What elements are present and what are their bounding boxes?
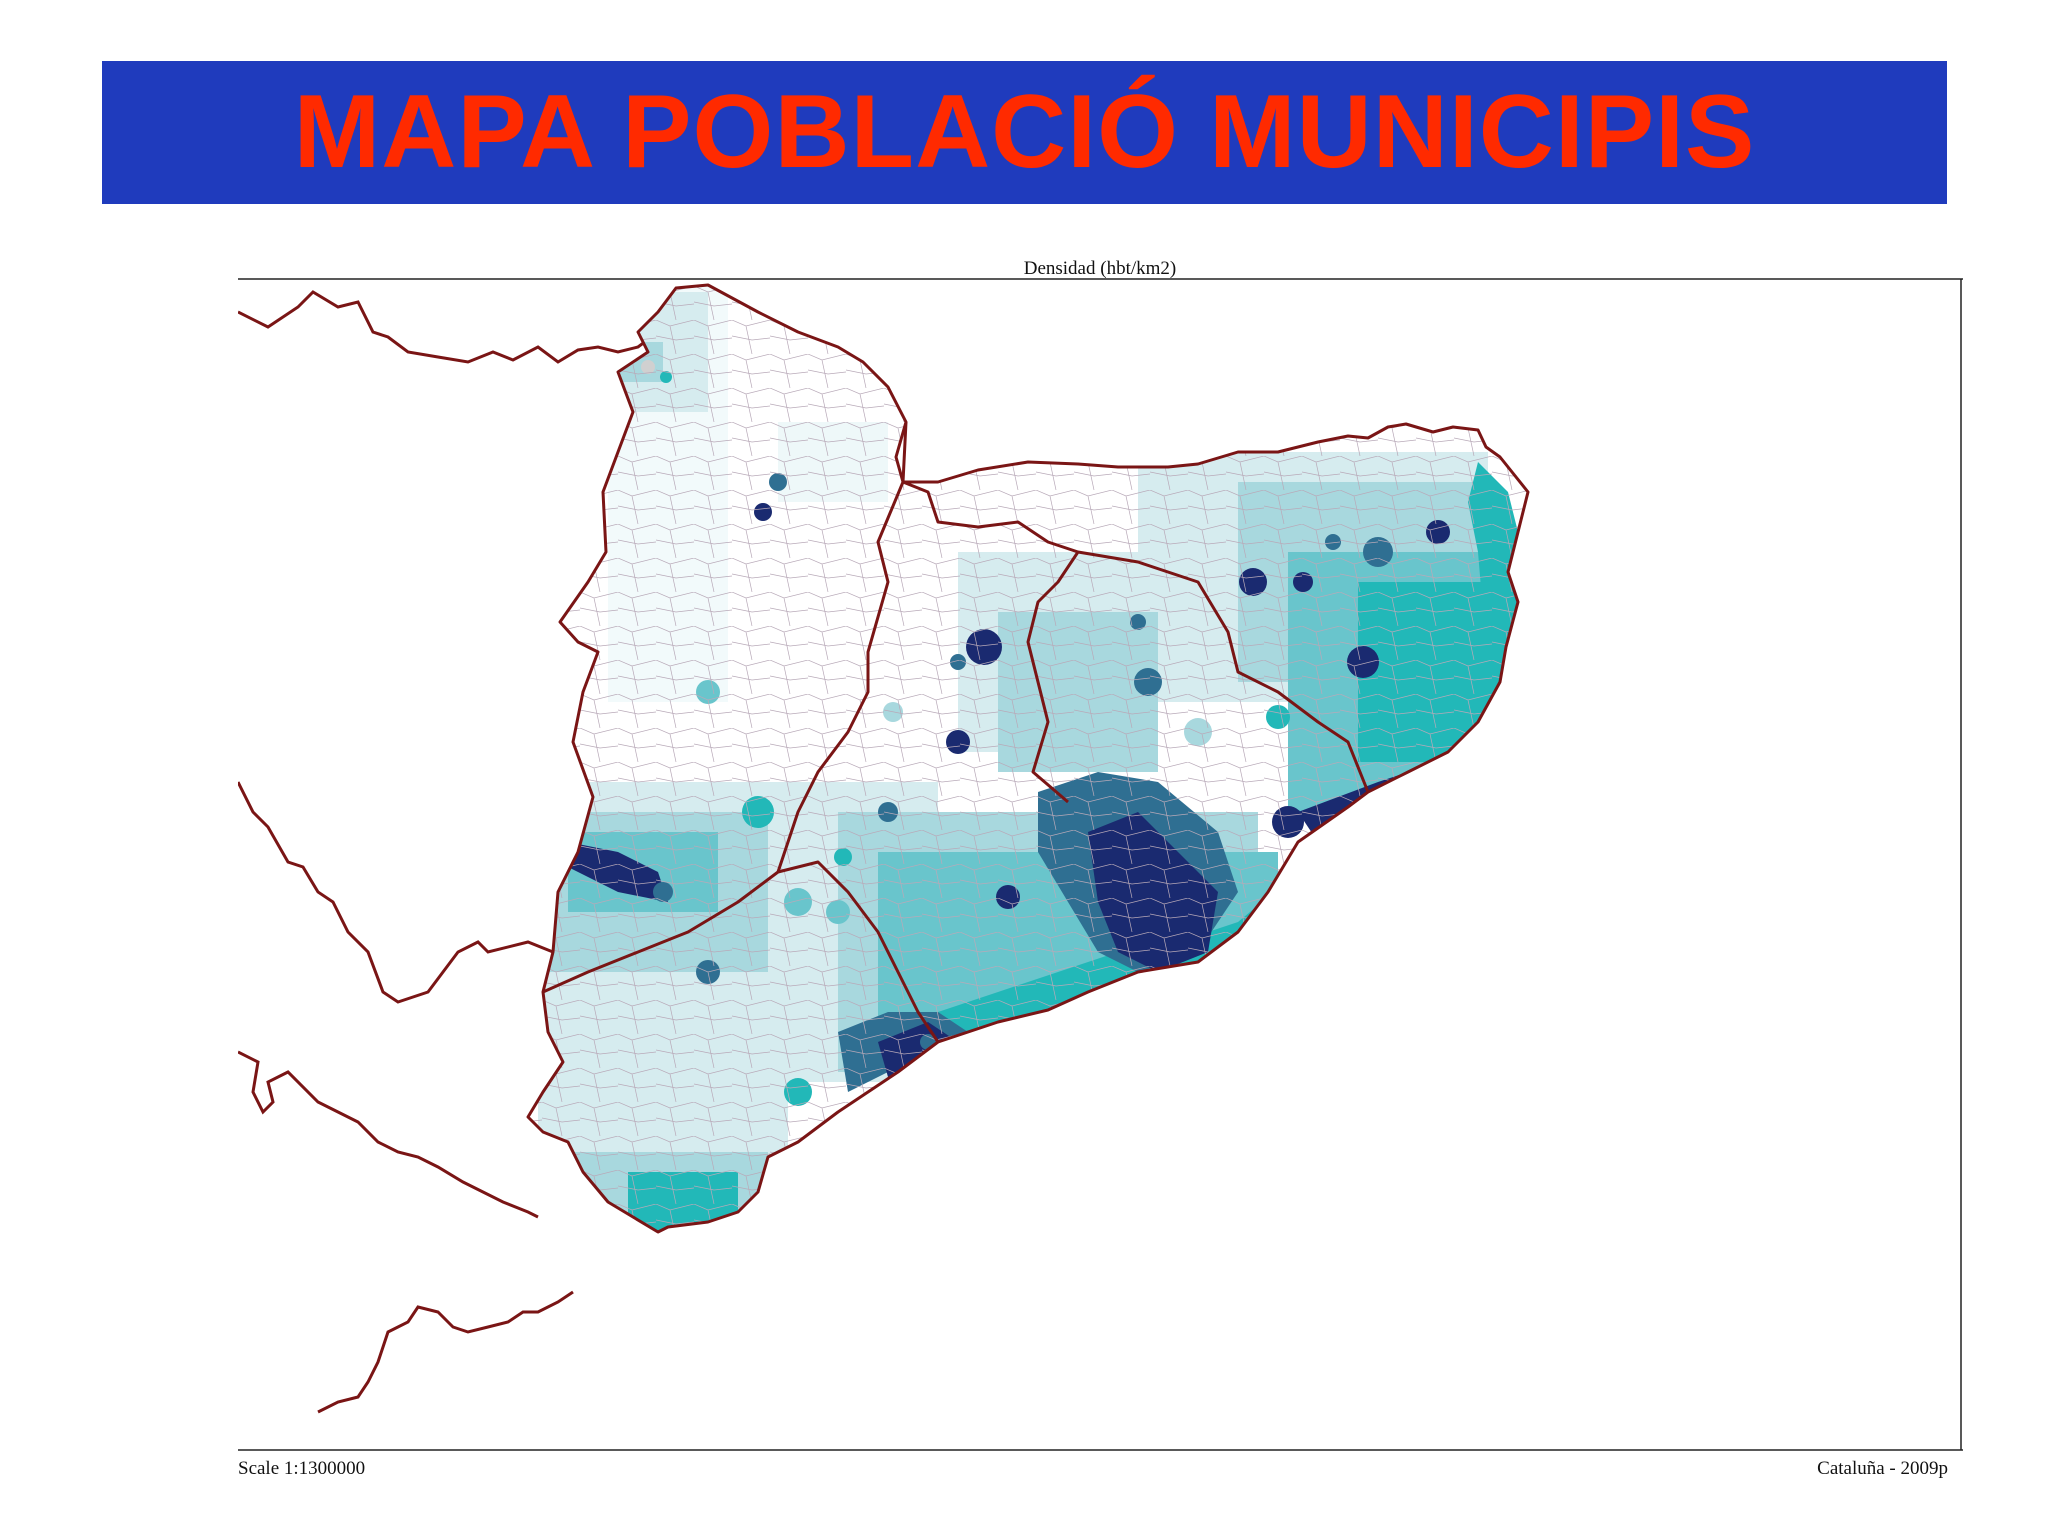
page-title: MAPA POBLACIÓ MUNICIPIS <box>293 74 1756 190</box>
density-map: Densidad (hbt/km2) <box>238 258 1963 1479</box>
map-frame: Densidad (hbt/km2) <box>238 252 1963 1480</box>
title-banner: MAPA POBLACIÓ MUNICIPIS <box>102 61 1947 204</box>
scale-text: Scale 1:1300000 <box>238 1458 365 1479</box>
neighbor-borders <box>238 290 659 1414</box>
municipalities <box>528 285 1528 1232</box>
source-text: Cataluña - 2009p <box>1817 1458 1948 1479</box>
catalonia-borders <box>526 283 1530 1234</box>
map-caption: Densidad (hbt/km2) <box>1024 258 1177 279</box>
